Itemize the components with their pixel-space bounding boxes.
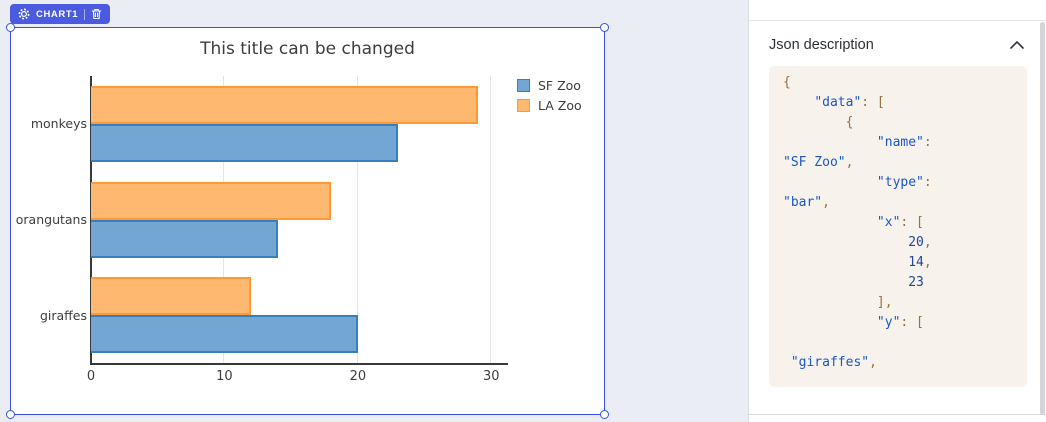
selection-handle-top-right[interactable] bbox=[600, 23, 609, 32]
legend-label: LA Zoo bbox=[538, 98, 582, 113]
x-axis-line bbox=[90, 363, 508, 365]
x-tick-label: 10 bbox=[216, 369, 233, 384]
legend-item-la-zoo: LA Zoo bbox=[517, 97, 582, 114]
bar-group-monkeys bbox=[91, 76, 498, 172]
panel-bottom-divider bbox=[749, 414, 1046, 415]
x-tick-label: 30 bbox=[483, 369, 500, 384]
bar-sf-zoo-giraffes bbox=[91, 315, 358, 354]
chart-legend: SF Zoo LA Zoo bbox=[517, 77, 582, 114]
y-category-label: giraffes bbox=[39, 307, 87, 323]
plot-area bbox=[91, 76, 498, 363]
panel-top-divider bbox=[749, 0, 1046, 21]
code-line: "x": [ bbox=[876, 215, 924, 230]
bar-group-giraffes bbox=[91, 267, 498, 363]
gridline bbox=[356, 76, 358, 363]
json-code-editor[interactable]: { "data": [ { "name": "SF Zoo", "type": "b… bbox=[769, 66, 1027, 387]
code-line: "type": bbox=[876, 175, 932, 190]
chart-canvas[interactable]: This title can be changed SF Zoo LA Zoo … bbox=[6, 23, 609, 419]
code-line: "data": [ bbox=[814, 95, 885, 110]
code-line: "y": [ bbox=[876, 315, 924, 330]
panel-scrollbar[interactable] bbox=[1040, 22, 1045, 415]
badge-divider bbox=[84, 8, 86, 20]
x-tick-label: 0 bbox=[86, 369, 96, 384]
json-section-heading: Json description bbox=[769, 37, 874, 53]
json-section-header[interactable]: Json description bbox=[749, 21, 1046, 53]
chart-title: This title can be changed bbox=[200, 39, 415, 59]
legend-item-sf-zoo: SF Zoo bbox=[517, 77, 582, 94]
chevron-up-icon[interactable] bbox=[1008, 39, 1026, 51]
code-line: ], bbox=[876, 295, 893, 310]
bar-la-zoo-giraffes bbox=[91, 277, 252, 316]
legend-swatch-la-zoo bbox=[517, 99, 530, 112]
gear-icon[interactable] bbox=[18, 8, 30, 20]
bar-sf-zoo-orangutans bbox=[91, 219, 278, 258]
code-line: "SF Zoo", bbox=[783, 155, 854, 170]
code-line: "name": bbox=[876, 135, 932, 150]
gridline bbox=[490, 76, 492, 363]
chart-badge[interactable]: CHART1 bbox=[10, 4, 111, 24]
code-line: 20, bbox=[908, 235, 932, 250]
trash-icon[interactable] bbox=[91, 8, 102, 20]
bar-group-orangutans bbox=[91, 172, 498, 268]
y-category-label: monkeys bbox=[30, 116, 87, 132]
code-line: 23 bbox=[908, 275, 924, 290]
properties-panel: Json description { "data": [ { "name": "S… bbox=[748, 0, 1046, 422]
chart-badge-label: CHART1 bbox=[36, 8, 79, 20]
bar-la-zoo-monkeys bbox=[91, 85, 478, 124]
code-line: { bbox=[845, 115, 854, 130]
bar-sf-zoo-monkeys bbox=[91, 123, 398, 162]
y-category-label: orangutans bbox=[15, 211, 87, 227]
selection-handle-top-left[interactable] bbox=[6, 23, 15, 32]
bar-la-zoo-orangutans bbox=[91, 181, 332, 220]
code-line: "giraffes", bbox=[790, 355, 877, 370]
code-line bbox=[783, 333, 1027, 353]
code-line: "bar", bbox=[783, 195, 830, 210]
x-tick-label: 20 bbox=[349, 369, 367, 384]
code-line: { bbox=[783, 75, 791, 90]
selection-handle-bottom-left[interactable] bbox=[6, 410, 15, 419]
legend-swatch-sf-zoo bbox=[517, 79, 530, 92]
selection-handle-bottom-right[interactable] bbox=[600, 410, 609, 419]
legend-label: SF Zoo bbox=[538, 78, 581, 93]
code-line: 14, bbox=[908, 255, 932, 270]
